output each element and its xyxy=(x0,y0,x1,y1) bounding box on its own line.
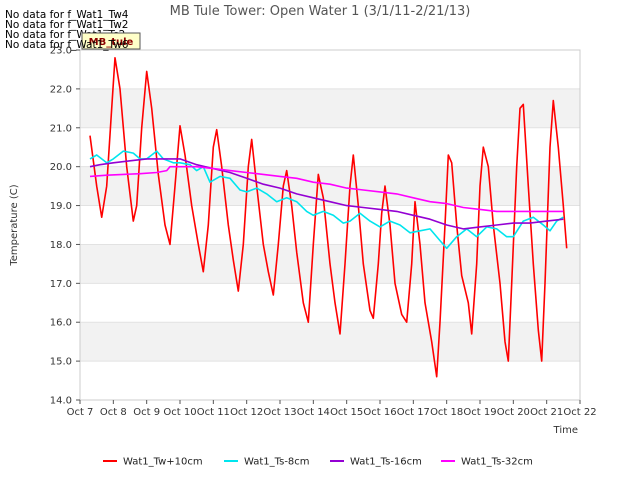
x-tick-label: Oct 16 xyxy=(363,407,396,418)
site-badge-label: MB_tule xyxy=(89,37,134,48)
x-tick-label: Oct 17 xyxy=(397,407,430,418)
legend-label: Wat1_Ts-32cm xyxy=(461,457,533,468)
series-layer xyxy=(89,57,568,378)
y-axis-label: Temperature (C) xyxy=(9,184,20,266)
x-axis-label: Time xyxy=(553,425,578,436)
y-tick-label: 21.0 xyxy=(50,123,72,134)
site-badge-box xyxy=(81,32,141,50)
x-tick-label: Oct 18 xyxy=(430,407,463,418)
x-tick-label: Oct 12 xyxy=(230,407,263,418)
x-tick-label: Oct 10 xyxy=(163,407,196,418)
legend: Wat1_Tw+10cm Wat1_Ts-8cm Wat1_Ts-16cm Wat1_… xyxy=(103,457,533,468)
x-tick-label: Oct 20 xyxy=(497,407,530,418)
grid-bands xyxy=(80,88,580,362)
series-line xyxy=(89,150,564,250)
plot-frame xyxy=(79,49,581,401)
site-badge: MB_tule xyxy=(81,32,141,50)
y-tick-label: 19.0 xyxy=(50,201,72,212)
no-data-notes: No data for f_Wat1_Tw4 No data for f_Wat… xyxy=(5,9,129,41)
x-tick-label: Oct 15 xyxy=(330,407,363,418)
legend-label: Wat1_Ts-8cm xyxy=(244,457,310,468)
grid-band xyxy=(80,322,580,362)
series-line xyxy=(89,165,564,213)
y-tick-label: 16.0 xyxy=(50,318,72,329)
x-tick-label: Oct 9 xyxy=(133,407,160,418)
y-tick-label: 14.0 xyxy=(50,396,72,407)
legend-label: Wat1_Tw+10cm xyxy=(123,457,203,468)
x-tick-label: Oct 8 xyxy=(100,407,127,418)
y-tick-label: 18.0 xyxy=(50,240,72,251)
y-tick-label: 17.0 xyxy=(50,279,72,290)
no-data-note: No data for f_Wat1_Tw2 xyxy=(5,19,128,31)
x-tick-label: Oct 11 xyxy=(197,407,230,418)
y-axis: 14.0 15.0 16.0 17.0 18.0 19.0 20.0 21.0 22.0 23.0 xyxy=(50,46,80,407)
series-line xyxy=(89,158,564,230)
legend-label: Wat1_Ts-16cm xyxy=(350,457,422,468)
y-tick-label: 15.0 xyxy=(50,357,72,368)
x-tick-label: Oct 13 xyxy=(263,407,296,418)
grid-band xyxy=(80,88,580,128)
grid-band xyxy=(80,166,580,206)
x-tick-label: Oct 7 xyxy=(67,407,94,418)
x-tick-label: Oct 19 xyxy=(463,407,496,418)
x-tick-label: Oct 21 xyxy=(530,407,563,418)
x-tick-label: Oct 22 xyxy=(563,407,596,418)
y-tick-label: 22.0 xyxy=(50,84,72,95)
chart-title: MB Tule Tower: Open Water 1 (3/1/11-2/21… xyxy=(170,4,471,19)
y-tick-label: 23.0 xyxy=(50,46,72,57)
x-tick-label: Oct 14 xyxy=(297,407,330,418)
plot-area xyxy=(79,49,581,401)
y-tick-label: 20.0 xyxy=(50,162,72,173)
no-data-note: No data for f_Wat1_Tw6 xyxy=(5,39,129,51)
no-data-note: No data for f_Wat1_Tw4 xyxy=(5,9,129,21)
x-axis: Oct 7 Oct 8 Oct 9 Oct 10 Oct 11 Oct 12 Oct 13 O… xyxy=(67,400,597,418)
